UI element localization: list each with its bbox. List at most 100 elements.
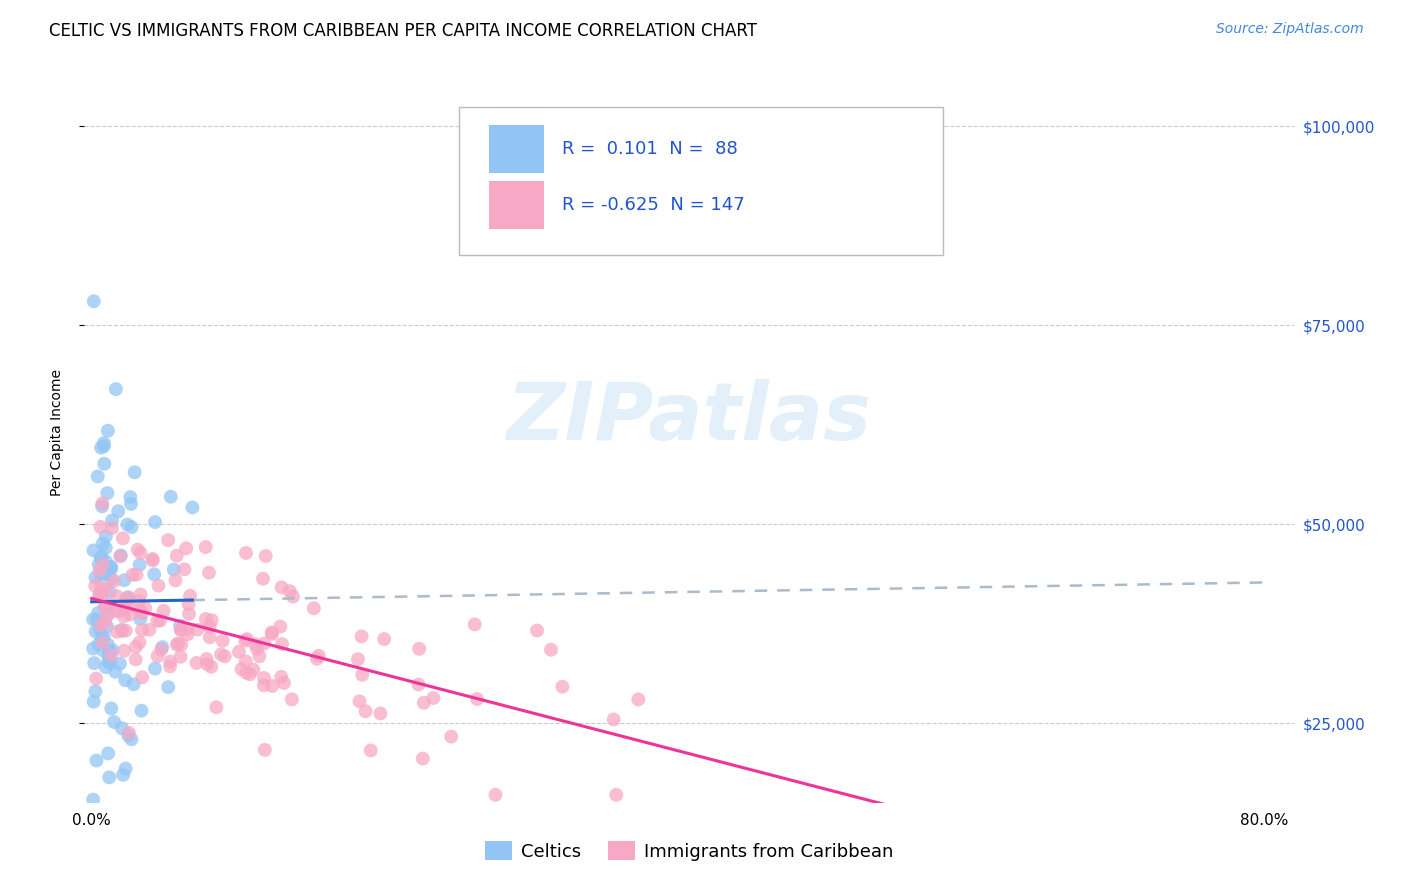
Point	[91, 636, 114, 650]
Point	[97, 649, 120, 664]
Point	[194, 612, 217, 626]
Point	[205, 700, 228, 714]
Point	[159, 655, 181, 669]
Point	[90, 582, 112, 596]
Point	[89, 520, 111, 534]
Point	[195, 652, 218, 666]
Point	[97, 638, 120, 652]
Point	[129, 546, 152, 560]
Point	[104, 382, 127, 396]
Point	[602, 713, 624, 727]
Point	[82, 612, 104, 626]
Point	[169, 618, 191, 632]
Point	[179, 589, 201, 603]
Point	[236, 632, 259, 646]
Point	[120, 497, 142, 511]
Point	[131, 670, 153, 684]
Point	[174, 541, 197, 556]
Point	[235, 665, 257, 680]
Point	[87, 637, 110, 651]
Point	[93, 439, 115, 453]
Point	[273, 676, 295, 690]
Point	[165, 574, 187, 588]
Point	[252, 572, 274, 586]
Point	[91, 500, 114, 514]
Point	[177, 597, 200, 611]
Point	[245, 637, 267, 651]
Legend: Celtics, Immigrants from Caribbean: Celtics, Immigrants from Caribbean	[477, 834, 901, 868]
Point	[96, 555, 118, 569]
Point	[112, 574, 135, 588]
Point	[124, 465, 146, 479]
Point	[157, 533, 180, 548]
Point	[209, 648, 232, 662]
Point	[157, 680, 180, 694]
Point	[120, 490, 142, 504]
FancyBboxPatch shape	[460, 107, 943, 255]
Point	[83, 656, 105, 670]
Point	[83, 294, 105, 309]
Point	[91, 496, 114, 510]
Point	[94, 582, 117, 596]
Point	[108, 657, 131, 671]
Point	[253, 678, 276, 692]
Point	[370, 706, 392, 721]
Point	[194, 540, 217, 554]
Point	[166, 638, 188, 652]
Point	[97, 424, 120, 438]
Point	[214, 649, 236, 664]
Point	[350, 629, 373, 643]
Point	[100, 562, 122, 576]
Point	[170, 623, 193, 637]
Point	[146, 649, 169, 664]
Point	[354, 704, 377, 718]
Point	[131, 607, 153, 621]
Point	[91, 643, 114, 657]
Point	[97, 747, 120, 761]
Point	[93, 600, 115, 615]
Point	[125, 640, 148, 654]
Point	[107, 504, 129, 518]
Point	[148, 579, 170, 593]
Point	[114, 599, 136, 614]
Point	[111, 721, 134, 735]
Point	[104, 604, 127, 618]
Point	[120, 607, 142, 622]
Point	[103, 714, 125, 729]
Point	[408, 677, 430, 691]
Point	[242, 663, 264, 677]
Point	[146, 614, 169, 628]
Point	[128, 558, 150, 572]
Point	[90, 588, 112, 602]
Point	[100, 560, 122, 574]
Point	[142, 553, 165, 567]
Point	[111, 532, 134, 546]
Point	[440, 730, 463, 744]
Point	[101, 521, 124, 535]
Point	[408, 641, 430, 656]
Point	[90, 551, 112, 566]
Point	[87, 588, 110, 602]
Point	[96, 608, 118, 623]
Point	[131, 623, 153, 637]
Point	[302, 601, 325, 615]
Point	[87, 606, 110, 620]
Point	[100, 648, 122, 663]
Point	[90, 630, 112, 644]
Point	[105, 589, 128, 603]
Point	[89, 586, 111, 600]
Point	[195, 657, 218, 671]
Point	[114, 602, 136, 616]
Point	[159, 490, 181, 504]
Point	[98, 585, 121, 599]
Point	[181, 500, 204, 515]
Point	[173, 562, 195, 576]
Point	[93, 630, 115, 644]
Point	[169, 649, 191, 664]
Point	[231, 662, 253, 676]
Y-axis label: Per Capita Income: Per Capita Income	[49, 369, 63, 496]
Point	[271, 637, 294, 651]
Point	[176, 623, 198, 637]
Point	[352, 667, 374, 681]
Point	[176, 627, 198, 641]
